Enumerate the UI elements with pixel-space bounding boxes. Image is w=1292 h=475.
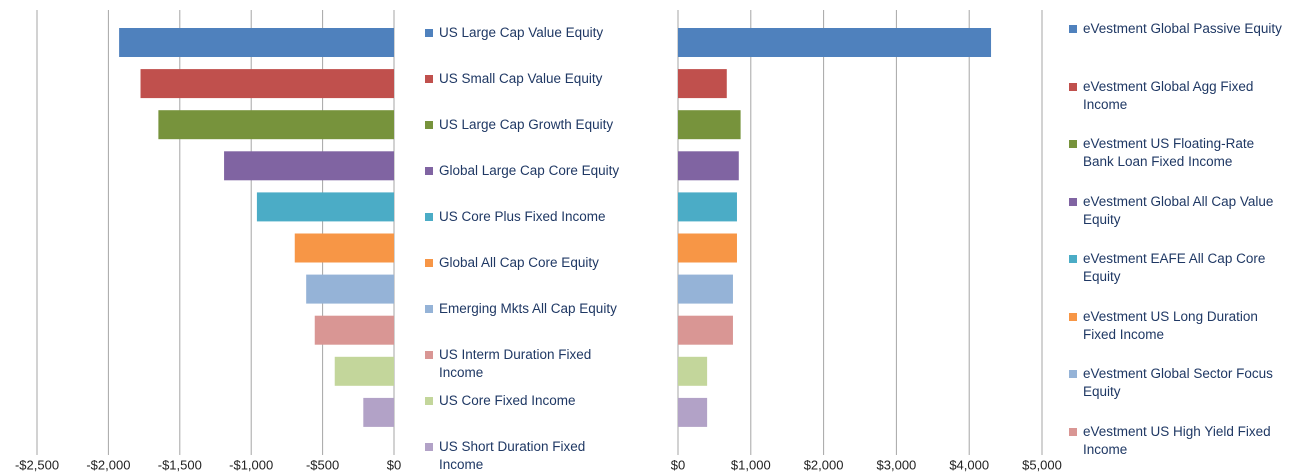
bar — [334, 356, 394, 386]
legend-swatch — [425, 29, 433, 37]
legend-label: eVestment Global Sector Focus Equity — [1083, 366, 1273, 399]
legend-label: Emerging Mkts All Cap Equity — [439, 301, 617, 316]
legend-swatch — [425, 305, 433, 313]
x-tick-label: $0 — [671, 457, 685, 472]
legend-swatch — [425, 121, 433, 129]
legend-label: eVestment US Long Duration Fixed Income — [1083, 308, 1258, 342]
legend-label: Global Large Cap Core Equity — [439, 163, 620, 178]
legend-swatch — [1069, 82, 1077, 91]
legend-swatch — [1069, 25, 1077, 33]
legend-label: Global All Cap Core Equity — [439, 255, 599, 270]
bar — [224, 151, 394, 181]
legend-label: eVestment Global All Cap Value Equity — [1083, 193, 1274, 227]
legend-swatch — [1069, 370, 1077, 378]
bar — [306, 274, 394, 304]
x-tick-label: $0 — [387, 457, 401, 472]
legend-label: eVestment EAFE All Cap Core Equity — [1083, 251, 1266, 284]
bar — [140, 69, 394, 99]
legend-swatch — [425, 351, 433, 359]
x-tick-label: -$2,000 — [86, 457, 130, 472]
legend-swatch — [1069, 197, 1077, 206]
legend-swatch — [425, 443, 433, 451]
x-tick-label: $1,000 — [731, 457, 771, 472]
x-tick-label: -$1,000 — [229, 457, 273, 472]
bar — [314, 315, 394, 345]
legend-label: US Large Cap Value Equity — [439, 25, 604, 40]
legend-label: US Core Plus Fixed Income — [439, 209, 606, 224]
legend-swatch — [1069, 140, 1077, 148]
x-tick-label: $3,000 — [877, 457, 917, 472]
legend-label: US Large Cap Growth Equity — [439, 117, 614, 132]
legend-label: eVestment Global Agg Fixed Income — [1083, 78, 1254, 112]
bar — [678, 151, 739, 181]
bar — [678, 356, 708, 386]
bar — [678, 397, 708, 427]
bar — [678, 233, 737, 263]
legend-label: eVestment Global Passive Equity — [1083, 21, 1282, 36]
bar — [678, 110, 741, 140]
legend-label: US Short Duration Fixed Income — [439, 439, 586, 472]
x-tick-label: $5,000 — [1022, 457, 1062, 472]
bar — [678, 28, 992, 57]
legend-swatch — [425, 167, 433, 175]
x-tick-label: $2,000 — [804, 457, 844, 472]
x-tick-label: -$500 — [306, 457, 339, 472]
legend-label: eVestment US Floating-Rate Bank Loan Fix… — [1083, 136, 1255, 169]
legend-swatch — [425, 397, 433, 405]
x-tick-label: -$2,500 — [15, 457, 59, 472]
legend-swatch — [1069, 312, 1077, 321]
legend-label: US Interm Duration Fixed Income — [439, 347, 592, 380]
legend-swatch — [1069, 255, 1077, 263]
legend-label: US Small Cap Value Equity — [439, 71, 603, 86]
bar — [294, 233, 394, 263]
bar — [158, 110, 394, 140]
x-tick-label: -$1,500 — [158, 457, 202, 472]
x-tick-label: $4,000 — [949, 457, 989, 472]
legend-swatch — [425, 75, 433, 83]
bar — [678, 315, 733, 345]
bar — [363, 397, 394, 427]
legend-swatch — [425, 259, 433, 267]
bar — [678, 192, 737, 222]
bar — [678, 274, 733, 304]
legend-label: US Core Fixed Income — [439, 393, 576, 408]
legend-swatch — [1069, 427, 1077, 436]
bar — [119, 28, 395, 57]
legend-label: eVestment US High Yield Fixed Income — [1083, 423, 1271, 457]
bar — [678, 69, 727, 99]
bar — [256, 192, 394, 222]
legend-swatch — [425, 213, 433, 221]
